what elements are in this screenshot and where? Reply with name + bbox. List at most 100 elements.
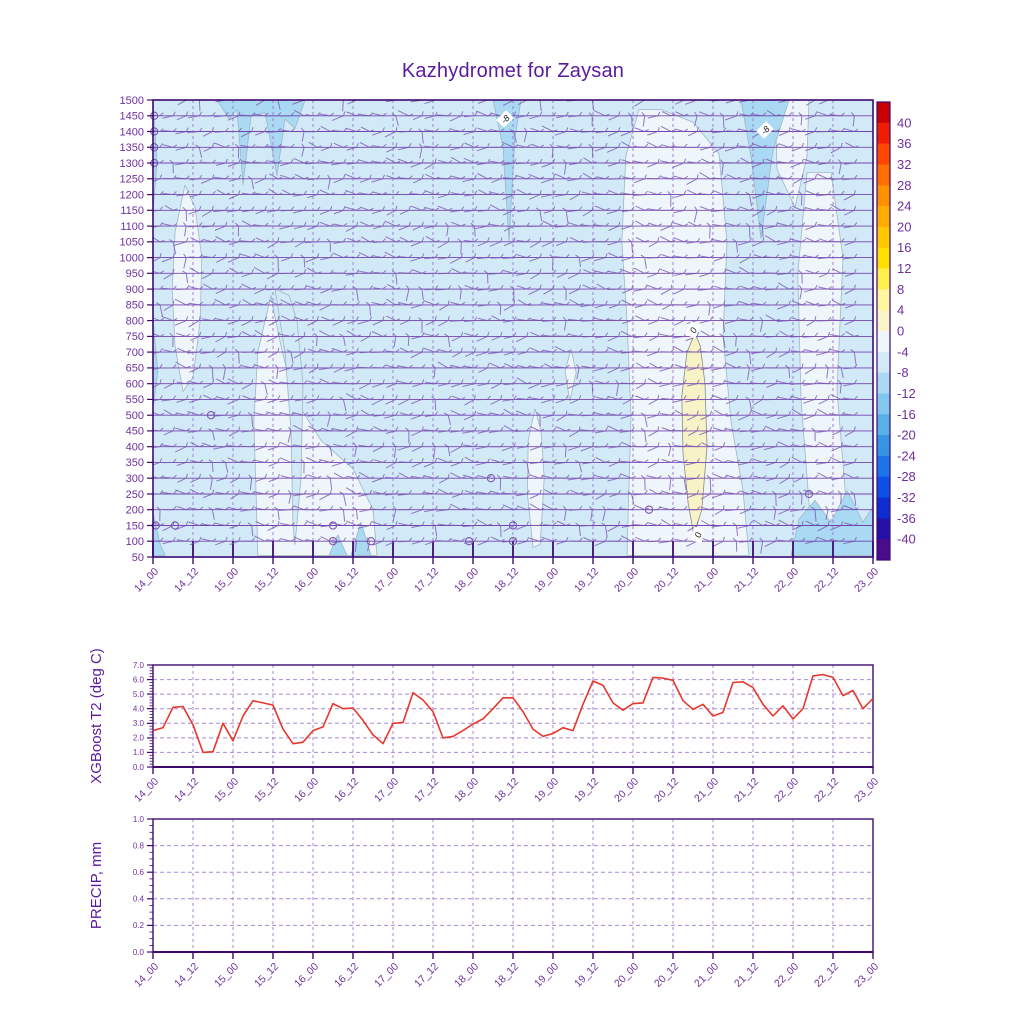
contour-label: 0 — [690, 526, 705, 544]
y-tick-label: 1100 — [120, 221, 144, 233]
x-tick-label: 15_12 — [252, 776, 281, 805]
colorbar-tick-label: -28 — [897, 469, 916, 484]
y-tick-label: 900 — [126, 284, 144, 296]
colorbar-segment — [877, 247, 890, 269]
colorbar-tick-label: -8 — [897, 365, 909, 380]
y-tick-label: 850 — [126, 300, 144, 312]
top-x-axis: 14_00 14_12 15_00 15_12 16_00 16_12 17_00 17_12… — [132, 557, 881, 595]
y-tick-label: 300 — [126, 473, 144, 485]
y-tick-label: 0.0 — [133, 948, 145, 957]
x-tick-label: 18_12 — [492, 961, 521, 990]
colorbar-tick-label: 28 — [897, 178, 911, 193]
colorbar-tick-label: 0 — [897, 324, 904, 339]
y-tick-label: 500 — [126, 410, 144, 422]
x-tick-label: 14_00 — [132, 776, 161, 805]
y-tick-label: 1150 — [120, 205, 144, 217]
y-tick-label: 50 — [132, 552, 144, 564]
y-tick-label: 650 — [126, 363, 144, 375]
contour-label: 0 — [685, 321, 701, 339]
calm-circle — [644, 505, 654, 514]
t2-panel: 0.01.02.03.04.05.06.07.014_00 14_12 15_00 1… — [88, 648, 881, 805]
y-tick-label: 0.0 — [133, 763, 145, 772]
y-tick-label: 200 — [126, 505, 144, 517]
colorbar-segment — [877, 393, 890, 415]
x-tick-label: 23_00 — [852, 566, 881, 595]
x-tick-label: 18_00 — [452, 566, 481, 595]
x-tick-label: 16_00 — [292, 776, 321, 805]
y-tick-label: 1.0 — [133, 748, 145, 757]
x-tick-label: 16_12 — [332, 566, 361, 595]
contour-label-text: 0 — [688, 326, 699, 335]
contour-region — [274, 288, 304, 545]
calm-circle — [328, 537, 338, 546]
y-tick-label: 5.0 — [133, 690, 145, 699]
colorbar-segment — [877, 226, 890, 249]
y-tick-label: 0.6 — [133, 868, 145, 877]
colorbar-segment — [877, 310, 890, 332]
contour-region — [621, 109, 750, 556]
x-tick-label: 17_00 — [372, 566, 401, 595]
calm-circle — [486, 474, 496, 483]
colorbar-tick-label: -36 — [897, 511, 916, 526]
colorbar-segment — [877, 351, 890, 373]
x-tick-label: 21_00 — [692, 566, 721, 595]
x-tick-label: 17_00 — [372, 776, 401, 805]
x-tick-label: 19_00 — [532, 566, 561, 595]
y-tick-label: 7.0 — [133, 661, 145, 670]
time-grid-lines — [152, 100, 874, 557]
x-tick-label: 22_00 — [772, 566, 801, 595]
colorbar-tick-label: 36 — [897, 136, 911, 151]
x-tick-label: 16_12 — [332, 961, 361, 990]
x-tick-label: 21_12 — [732, 566, 761, 595]
x-tick-label: 15_00 — [212, 566, 241, 595]
calm-circle — [464, 537, 474, 546]
x-tick-label: 16_12 — [332, 776, 361, 805]
contour-region — [153, 512, 166, 556]
colorbar-tick-label: 16 — [897, 240, 911, 255]
y-tick-label: 450 — [126, 426, 144, 438]
x-tick-label: 21_12 — [732, 776, 761, 805]
colorbar-tick-label: 12 — [897, 261, 911, 276]
contour-region — [774, 100, 810, 208]
colorbar-segment — [877, 476, 890, 498]
panel-y-axis-title: PRECIP, mm — [88, 842, 105, 929]
contour-fill-regions — [153, 100, 873, 556]
x-tick-label: 21_12 — [732, 961, 761, 990]
y-tick-label: 150 — [126, 520, 144, 532]
colorbar-segment — [877, 185, 890, 207]
x-tick-label: 14_12 — [172, 961, 201, 990]
colorbar-segment — [877, 497, 890, 519]
precip-panel-x-axis: 14_00 14_12 15_00 15_12 16_00 16_12 17_00 17_12… — [132, 952, 881, 990]
colorbar-segment — [877, 289, 890, 311]
y-tick-label: 950 — [126, 268, 144, 280]
calm-circle — [170, 521, 180, 530]
colorbar-segment — [877, 143, 890, 165]
chart-title: Kazhydromet for Zaysan — [401, 60, 625, 82]
colorbar-segment — [877, 372, 890, 394]
x-tick-label: 18_12 — [492, 566, 521, 595]
y-tick-label: 4.0 — [133, 705, 145, 714]
x-tick-label: 19_12 — [572, 776, 601, 805]
x-tick-label: 23_00 — [852, 961, 881, 990]
x-tick-label: 16_00 — [292, 566, 321, 595]
x-tick-label: 15_00 — [212, 776, 241, 805]
colorbar-segment — [877, 435, 890, 457]
x-tick-label: 23_00 — [852, 776, 881, 805]
t2-panel-x-axis: 14_00 14_12 15_00 15_12 16_00 16_12 17_00 17_12… — [132, 767, 881, 805]
x-tick-label: 22_12 — [812, 961, 841, 990]
x-tick-label: 15_12 — [252, 961, 281, 990]
calm-circle — [508, 537, 518, 546]
contour-region — [216, 100, 306, 186]
y-tick-label: 800 — [126, 315, 144, 327]
colorbar-segment — [877, 539, 890, 561]
x-tick-label: 20_00 — [612, 961, 641, 990]
wind-barbs-layer — [153, 100, 859, 554]
colorbar-tick-label: -24 — [897, 448, 916, 463]
colorbar-tick-label: -32 — [897, 490, 916, 505]
y-tick-label: 6.0 — [133, 675, 145, 684]
y-tick-label: 0.4 — [133, 895, 145, 904]
x-tick-label: 14_00 — [132, 961, 161, 990]
x-tick-label: 15_00 — [212, 961, 241, 990]
y-tick-label: 1000 — [120, 252, 144, 264]
colorbar-tick-label: -40 — [897, 532, 916, 547]
